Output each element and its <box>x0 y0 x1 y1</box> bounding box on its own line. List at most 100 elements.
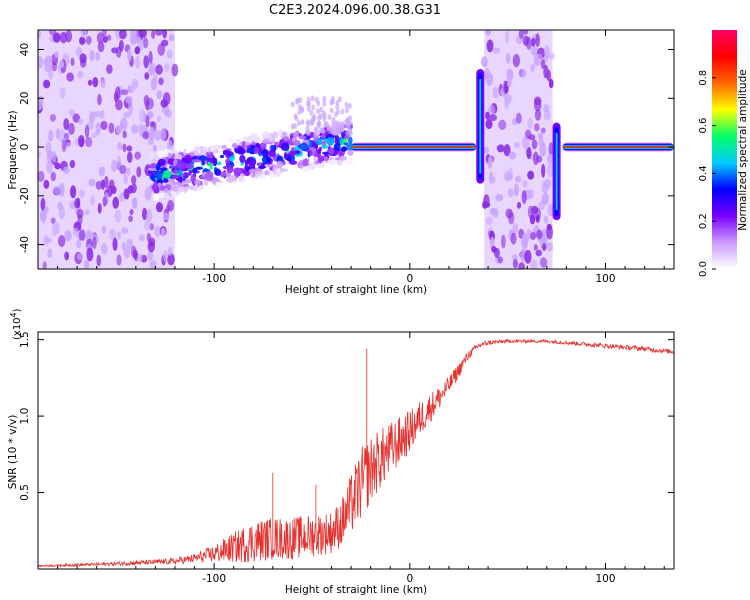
noise-speck <box>77 134 85 147</box>
colorbar: 0.0 0.2 0.4 0.6 0.8 Normalized spectral ampl… <box>698 30 749 277</box>
noise-speck <box>531 139 538 150</box>
noise-speck <box>144 72 150 80</box>
noise-speck <box>117 231 122 240</box>
noise-speck <box>512 259 518 269</box>
tone-speck <box>294 150 301 155</box>
noise-speck <box>147 138 155 145</box>
tone-speck <box>226 164 234 174</box>
tone-speck <box>299 142 309 152</box>
noise-speck <box>92 76 99 88</box>
tone-speck <box>251 176 257 182</box>
noise-speck <box>79 189 85 198</box>
tone-wisp <box>330 126 335 133</box>
tone-wisp <box>305 119 310 126</box>
tone-speck <box>159 185 165 191</box>
noise-speck <box>52 222 57 237</box>
snr-y-multiplier-close: ) <box>12 308 23 312</box>
noise-speck <box>58 129 66 143</box>
noise-speck <box>160 99 168 108</box>
noise-speck <box>149 121 155 128</box>
noise-speck <box>57 201 63 211</box>
noise-speck <box>528 189 534 199</box>
noise-speck <box>61 139 67 153</box>
figure-title: C2E3.2024.096.00.38.G31 <box>269 3 441 18</box>
tone-speck <box>257 174 267 179</box>
tone-wisp <box>298 97 303 104</box>
snr-x-axis: -100 0 100 <box>57 332 665 585</box>
noise-speck <box>155 64 163 75</box>
spectrogram-y-tick-label: -40 <box>19 236 31 253</box>
tone-speck <box>151 184 158 191</box>
noise-speck <box>496 144 505 153</box>
snr-y-multiplier-exponent: 4 <box>9 312 18 317</box>
tone-wisp <box>306 96 311 103</box>
noise-speck <box>108 228 117 241</box>
tone-wisp <box>319 106 324 113</box>
noise-speck <box>530 63 535 73</box>
tone-speck <box>192 167 198 174</box>
tone-wisp <box>295 98 300 105</box>
noise-speck <box>144 186 152 201</box>
tone-speck <box>253 146 260 154</box>
tone-speck <box>219 171 227 178</box>
tone-speck <box>321 144 328 149</box>
noise-speck <box>112 237 118 251</box>
tone-speck <box>307 164 311 171</box>
tone-speck <box>236 138 241 146</box>
tone-wisp <box>330 98 335 105</box>
spectrogram-y-axis-label: Frequency (Hz) <box>7 110 19 189</box>
noise-speck <box>45 142 52 153</box>
noise-speck <box>116 155 122 170</box>
noise-speck <box>526 146 532 160</box>
noise-speck <box>492 208 499 218</box>
tone-speck <box>198 185 204 191</box>
tone-wisp <box>313 126 318 133</box>
noise-speck <box>54 50 59 59</box>
snr-x-axis-label: Height of straight line (km) <box>285 584 427 596</box>
noise-speck <box>129 208 134 215</box>
tone-speck <box>343 138 348 143</box>
noise-speck <box>130 175 137 185</box>
noise-speck <box>156 89 163 100</box>
noise-speck <box>153 129 162 141</box>
tone-speck <box>159 167 168 172</box>
noise-speck <box>530 232 537 241</box>
tone-wisp <box>310 95 315 102</box>
noise-speck <box>522 179 528 188</box>
noise-speck <box>489 114 498 122</box>
tone-speck <box>237 175 244 183</box>
noise-speck <box>507 188 514 198</box>
tone-speck <box>226 172 231 177</box>
spectrogram-x-tick-label: 0 <box>406 273 413 285</box>
tone-speck <box>225 158 231 165</box>
noise-speck <box>97 93 102 106</box>
noise-speck <box>106 34 112 41</box>
noise-speck <box>110 185 117 195</box>
noise-speck <box>540 59 546 69</box>
noise-speck <box>115 124 123 134</box>
noise-speck <box>486 39 494 53</box>
tone-speck <box>302 158 309 168</box>
tone-speck <box>149 163 157 169</box>
noise-speck <box>53 185 61 195</box>
tone-wisp <box>306 106 311 113</box>
snr-series-polyline <box>38 338 674 568</box>
tone-wisp <box>322 100 327 107</box>
tone-speck <box>214 168 222 176</box>
noise-speck <box>76 239 82 249</box>
tone-wisp <box>290 101 295 108</box>
noise-speck <box>99 110 105 120</box>
noise-speck <box>114 209 122 223</box>
spectrogram-x-tick-label: -100 <box>202 273 226 285</box>
noise-speck <box>79 36 86 46</box>
tone-speck <box>233 167 243 175</box>
noise-speck <box>62 166 70 175</box>
noise-speck <box>46 160 54 174</box>
noise-speck <box>145 100 150 111</box>
tone-speck <box>347 149 354 156</box>
tone-wisp <box>335 104 340 111</box>
noise-speck <box>100 120 108 130</box>
noise-speck <box>139 30 147 38</box>
tone-speck <box>183 154 193 164</box>
